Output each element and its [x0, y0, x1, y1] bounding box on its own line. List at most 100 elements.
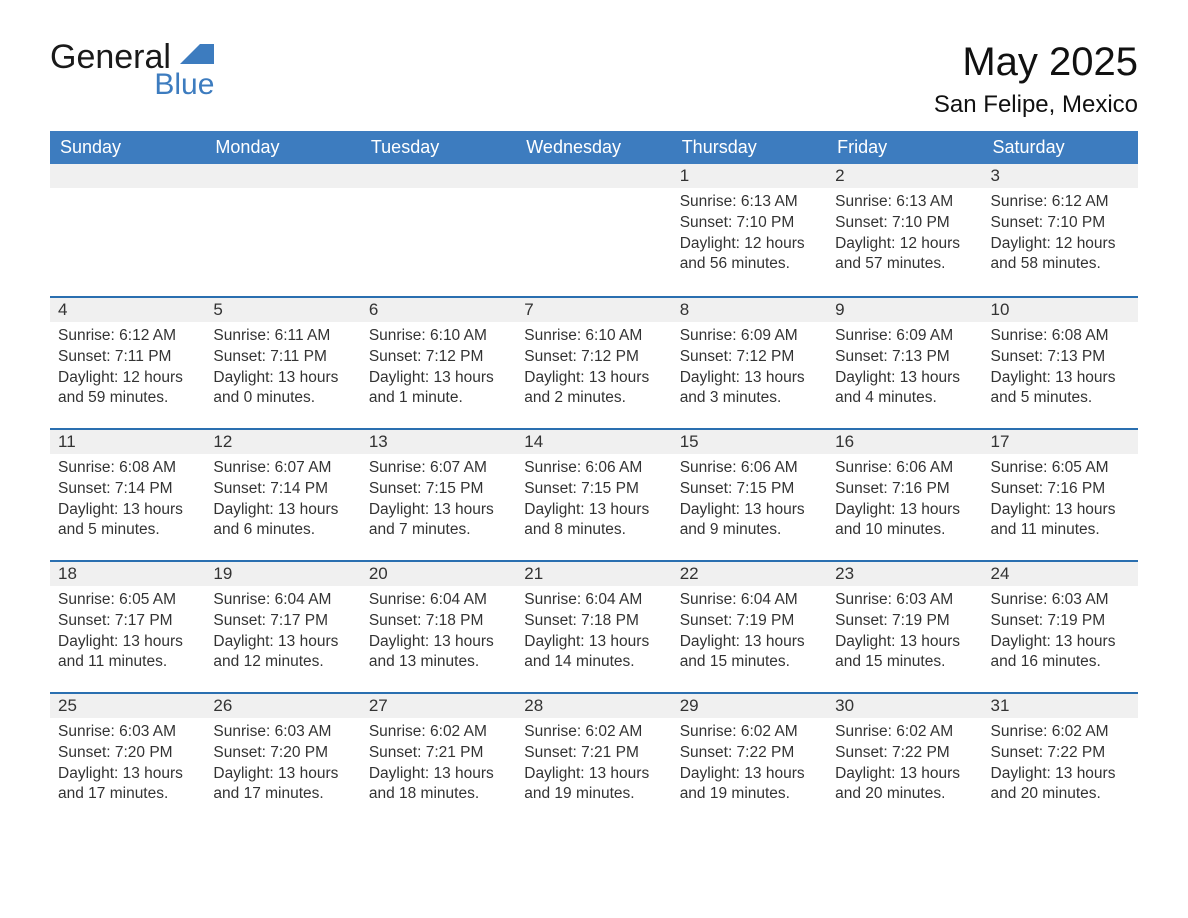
- sunrise-text: Sunrise: 6:03 AM: [835, 590, 974, 610]
- calendar-cell: 30Sunrise: 6:02 AMSunset: 7:22 PMDayligh…: [827, 692, 982, 824]
- sunrise-text: Sunrise: 6:11 AM: [213, 326, 352, 346]
- day-number: 20: [361, 560, 516, 586]
- daylight-text: Daylight: 13 hours and 12 minutes.: [213, 632, 352, 672]
- day-number: 30: [827, 692, 982, 718]
- calendar-cell: 10Sunrise: 6:08 AMSunset: 7:13 PMDayligh…: [983, 296, 1138, 428]
- sunrise-text: Sunrise: 6:09 AM: [680, 326, 819, 346]
- sunrise-text: Sunrise: 6:02 AM: [369, 722, 508, 742]
- sunset-text: Sunset: 7:16 PM: [835, 479, 974, 499]
- sunset-text: Sunset: 7:15 PM: [524, 479, 663, 499]
- daylight-text: Daylight: 13 hours and 18 minutes.: [369, 764, 508, 804]
- calendar-cell: 11Sunrise: 6:08 AMSunset: 7:14 PMDayligh…: [50, 428, 205, 560]
- daylight-text: Daylight: 12 hours and 58 minutes.: [991, 234, 1130, 274]
- sunrise-text: Sunrise: 6:12 AM: [991, 192, 1130, 212]
- location: San Felipe, Mexico: [934, 91, 1138, 119]
- day-body: Sunrise: 6:09 AMSunset: 7:12 PMDaylight:…: [672, 322, 827, 416]
- daylight-text: Daylight: 13 hours and 5 minutes.: [991, 368, 1130, 408]
- sunrise-text: Sunrise: 6:04 AM: [680, 590, 819, 610]
- day-body: Sunrise: 6:07 AMSunset: 7:15 PMDaylight:…: [361, 454, 516, 548]
- daylight-text: Daylight: 13 hours and 5 minutes.: [58, 500, 197, 540]
- sunset-text: Sunset: 7:12 PM: [680, 347, 819, 367]
- calendar-cell: 4Sunrise: 6:12 AMSunset: 7:11 PMDaylight…: [50, 296, 205, 428]
- day-number: 10: [983, 296, 1138, 322]
- calendar-cell: 3Sunrise: 6:12 AMSunset: 7:10 PMDaylight…: [983, 164, 1138, 296]
- sunset-text: Sunset: 7:18 PM: [369, 611, 508, 631]
- sunset-text: Sunset: 7:11 PM: [58, 347, 197, 367]
- calendar-week: 11Sunrise: 6:08 AMSunset: 7:14 PMDayligh…: [50, 428, 1138, 560]
- day-number: 3: [983, 164, 1138, 188]
- calendar-cell: 27Sunrise: 6:02 AMSunset: 7:21 PMDayligh…: [361, 692, 516, 824]
- calendar-cell: 17Sunrise: 6:05 AMSunset: 7:16 PMDayligh…: [983, 428, 1138, 560]
- daylight-text: Daylight: 13 hours and 3 minutes.: [680, 368, 819, 408]
- calendar-cell: [361, 164, 516, 296]
- day-body: Sunrise: 6:11 AMSunset: 7:11 PMDaylight:…: [205, 322, 360, 416]
- sunrise-text: Sunrise: 6:10 AM: [369, 326, 508, 346]
- daylight-text: Daylight: 13 hours and 20 minutes.: [991, 764, 1130, 804]
- calendar-cell: 12Sunrise: 6:07 AMSunset: 7:14 PMDayligh…: [205, 428, 360, 560]
- calendar-cell: 5Sunrise: 6:11 AMSunset: 7:11 PMDaylight…: [205, 296, 360, 428]
- sunrise-text: Sunrise: 6:07 AM: [213, 458, 352, 478]
- sunrise-text: Sunrise: 6:09 AM: [835, 326, 974, 346]
- day-number: 31: [983, 692, 1138, 718]
- day-body: Sunrise: 6:06 AMSunset: 7:16 PMDaylight:…: [827, 454, 982, 548]
- logo: General Blue: [50, 40, 214, 100]
- logo-flag-icon: [180, 44, 214, 68]
- calendar-cell: 26Sunrise: 6:03 AMSunset: 7:20 PMDayligh…: [205, 692, 360, 824]
- day-body: Sunrise: 6:05 AMSunset: 7:16 PMDaylight:…: [983, 454, 1138, 548]
- sunset-text: Sunset: 7:15 PM: [680, 479, 819, 499]
- calendar-cell: 9Sunrise: 6:09 AMSunset: 7:13 PMDaylight…: [827, 296, 982, 428]
- calendar-cell: 21Sunrise: 6:04 AMSunset: 7:18 PMDayligh…: [516, 560, 671, 692]
- sunset-text: Sunset: 7:22 PM: [991, 743, 1130, 763]
- day-body: Sunrise: 6:10 AMSunset: 7:12 PMDaylight:…: [516, 322, 671, 416]
- calendar-cell: 24Sunrise: 6:03 AMSunset: 7:19 PMDayligh…: [983, 560, 1138, 692]
- daylight-text: Daylight: 13 hours and 19 minutes.: [680, 764, 819, 804]
- sunset-text: Sunset: 7:19 PM: [991, 611, 1130, 631]
- day-number: 2: [827, 164, 982, 188]
- day-number-empty: [205, 164, 360, 188]
- day-number: 1: [672, 164, 827, 188]
- weekday-header: Saturday: [983, 131, 1138, 164]
- calendar-cell: 23Sunrise: 6:03 AMSunset: 7:19 PMDayligh…: [827, 560, 982, 692]
- calendar-cell: [205, 164, 360, 296]
- calendar-cell: 29Sunrise: 6:02 AMSunset: 7:22 PMDayligh…: [672, 692, 827, 824]
- day-body: Sunrise: 6:02 AMSunset: 7:22 PMDaylight:…: [827, 718, 982, 812]
- day-number: 11: [50, 428, 205, 454]
- weekday-header: Sunday: [50, 131, 205, 164]
- sunset-text: Sunset: 7:22 PM: [680, 743, 819, 763]
- sunrise-text: Sunrise: 6:07 AM: [369, 458, 508, 478]
- sunset-text: Sunset: 7:10 PM: [680, 213, 819, 233]
- calendar-cell: 14Sunrise: 6:06 AMSunset: 7:15 PMDayligh…: [516, 428, 671, 560]
- day-number: 19: [205, 560, 360, 586]
- sunset-text: Sunset: 7:10 PM: [835, 213, 974, 233]
- day-number: 29: [672, 692, 827, 718]
- sunset-text: Sunset: 7:16 PM: [991, 479, 1130, 499]
- day-body: Sunrise: 6:04 AMSunset: 7:17 PMDaylight:…: [205, 586, 360, 680]
- sunset-text: Sunset: 7:13 PM: [991, 347, 1130, 367]
- calendar-cell: [50, 164, 205, 296]
- daylight-text: Daylight: 13 hours and 15 minutes.: [680, 632, 819, 672]
- calendar-cell: 25Sunrise: 6:03 AMSunset: 7:20 PMDayligh…: [50, 692, 205, 824]
- daylight-text: Daylight: 13 hours and 17 minutes.: [213, 764, 352, 804]
- daylight-text: Daylight: 13 hours and 2 minutes.: [524, 368, 663, 408]
- sunset-text: Sunset: 7:20 PM: [58, 743, 197, 763]
- day-number: 15: [672, 428, 827, 454]
- day-number: 7: [516, 296, 671, 322]
- sunrise-text: Sunrise: 6:04 AM: [369, 590, 508, 610]
- day-number: 28: [516, 692, 671, 718]
- daylight-text: Daylight: 13 hours and 19 minutes.: [524, 764, 663, 804]
- weekday-header: Monday: [205, 131, 360, 164]
- calendar-week: 25Sunrise: 6:03 AMSunset: 7:20 PMDayligh…: [50, 692, 1138, 824]
- day-body: Sunrise: 6:13 AMSunset: 7:10 PMDaylight:…: [672, 188, 827, 282]
- sunrise-text: Sunrise: 6:02 AM: [991, 722, 1130, 742]
- calendar-cell: 31 Sunrise: 6:02 AMSunset: 7:22 PMDayligh…: [983, 692, 1138, 824]
- calendar-page: General Blue May 2025 San Felipe, Mexico…: [0, 0, 1188, 844]
- sunset-text: Sunset: 7:12 PM: [524, 347, 663, 367]
- title-block: May 2025 San Felipe, Mexico: [934, 40, 1138, 119]
- day-number: 22: [672, 560, 827, 586]
- sunset-text: Sunset: 7:21 PM: [524, 743, 663, 763]
- calendar-cell: 8Sunrise: 6:09 AMSunset: 7:12 PMDaylight…: [672, 296, 827, 428]
- daylight-text: Daylight: 13 hours and 11 minutes.: [58, 632, 197, 672]
- weekday-header-row: Sunday Monday Tuesday Wednesday Thursday…: [50, 131, 1138, 164]
- sunrise-text: Sunrise: 6:05 AM: [58, 590, 197, 610]
- sunset-text: Sunset: 7:13 PM: [835, 347, 974, 367]
